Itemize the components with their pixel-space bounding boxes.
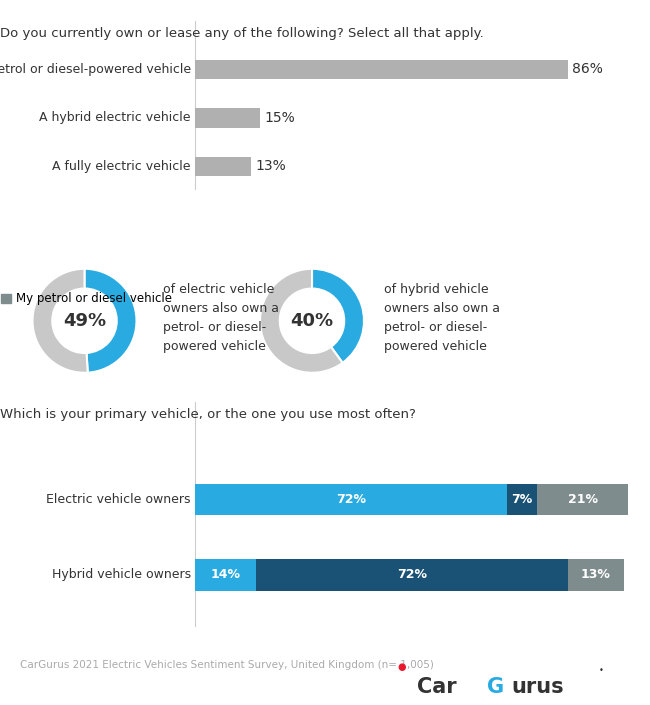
Bar bbox=[255, 559, 567, 591]
Wedge shape bbox=[260, 269, 343, 373]
Bar bbox=[195, 157, 252, 176]
Text: Which is your primary vehicle, or the one you use most often?: Which is your primary vehicle, or the on… bbox=[0, 407, 416, 421]
Text: 72%: 72% bbox=[396, 568, 426, 582]
Text: 86%: 86% bbox=[572, 63, 603, 77]
Bar bbox=[538, 484, 629, 515]
Bar bbox=[195, 559, 255, 591]
Legend: My electric vehicle, My hybrid vehicle, My petrol or diesel vehicle: My electric vehicle, My hybrid vehicle, … bbox=[0, 288, 177, 310]
Text: Car: Car bbox=[417, 678, 456, 697]
Bar bbox=[195, 484, 507, 515]
Text: 40%: 40% bbox=[291, 312, 333, 330]
Text: 14%: 14% bbox=[211, 568, 240, 582]
Text: urus: urus bbox=[512, 678, 564, 697]
Text: 49%: 49% bbox=[63, 312, 106, 330]
Wedge shape bbox=[32, 269, 88, 373]
Text: 13%: 13% bbox=[581, 568, 611, 582]
Text: 7%: 7% bbox=[512, 493, 533, 506]
Text: 15%: 15% bbox=[265, 111, 295, 125]
Bar bbox=[195, 60, 567, 79]
Text: 21%: 21% bbox=[568, 493, 598, 506]
Text: A fully electric vehicle: A fully electric vehicle bbox=[52, 159, 190, 173]
Text: •: • bbox=[599, 666, 604, 675]
Text: G: G bbox=[487, 678, 504, 697]
Bar bbox=[507, 484, 538, 515]
Text: of electric vehicle
owners also own a
petrol- or diesel-
powered vehicle: of electric vehicle owners also own a pe… bbox=[163, 283, 279, 352]
Text: 13%: 13% bbox=[255, 159, 287, 173]
Text: Do you currently own or lease any of the following? Select all that apply.: Do you currently own or lease any of the… bbox=[0, 27, 484, 40]
Text: Hybrid vehicle owners: Hybrid vehicle owners bbox=[51, 568, 190, 582]
Text: CarGurus 2021 Electric Vehicles Sentiment Survey, United Kingdom (n= 1,005): CarGurus 2021 Electric Vehicles Sentimen… bbox=[20, 660, 434, 670]
Bar bbox=[567, 559, 624, 591]
Text: Electric vehicle owners: Electric vehicle owners bbox=[46, 493, 190, 506]
Wedge shape bbox=[84, 269, 136, 373]
Bar bbox=[195, 108, 260, 128]
Wedge shape bbox=[312, 269, 364, 363]
Text: A hybrid electric vehicle: A hybrid electric vehicle bbox=[39, 111, 190, 124]
Text: of hybrid vehicle
owners also own a
petrol- or diesel-
powered vehicle: of hybrid vehicle owners also own a petr… bbox=[384, 283, 499, 352]
Text: A petrol or diesel-powered vehicle: A petrol or diesel-powered vehicle bbox=[0, 63, 190, 76]
Text: ●: ● bbox=[397, 661, 406, 671]
Text: 72%: 72% bbox=[336, 493, 366, 506]
